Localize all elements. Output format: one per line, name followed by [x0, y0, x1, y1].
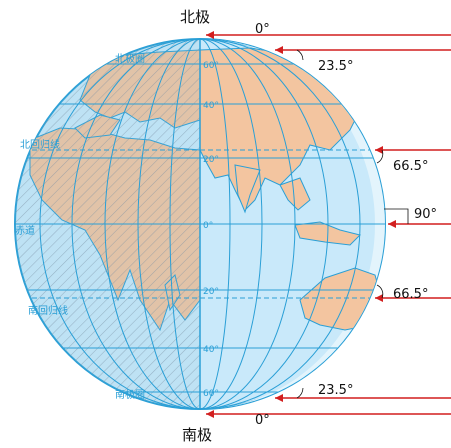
angle-bottom-zero: 0° — [255, 413, 270, 428]
land-southeast-asia — [279, 177, 311, 211]
lat-label-s60: 60° — [203, 389, 219, 399]
sun-ray-arrowheads — [206, 31, 396, 418]
angle-equator: 90° — [414, 207, 437, 222]
angle-south-circle: 66.5° — [393, 287, 428, 302]
north-tropic-label: 北回归线 — [20, 138, 60, 151]
special-circles — [15, 149, 385, 299]
longitude-lines — [39, 39, 361, 409]
angle-top-zero: 0° — [255, 22, 270, 37]
south-tropic-label: 南回归线 — [28, 304, 68, 317]
land-india — [234, 164, 261, 214]
lat-label-n40: 40° — [203, 101, 219, 111]
angle-arcs — [296, 49, 384, 399]
north-pole-label: 北极 — [180, 8, 211, 26]
lat-label-s40: 40° — [203, 345, 219, 355]
lat-label-equator: 0° — [203, 221, 213, 231]
angle-north-tropic: 23.5° — [318, 59, 353, 74]
angle-north-circle: 66.5° — [393, 159, 428, 174]
sun-rays — [206, 34, 451, 415]
arctic-circle-label: 北极圈 — [115, 52, 145, 65]
equator-label: 赤道 — [15, 224, 35, 237]
right-angle-bracket — [384, 208, 409, 224]
lat-label-n60: 60° — [203, 61, 219, 71]
lat-label-n20: 20° — [203, 155, 219, 165]
antarctic-circle-label: 南极圈 — [115, 388, 145, 401]
lat-label-s20: 20° — [203, 287, 219, 297]
angle-south-tropic: 23.5° — [318, 383, 353, 398]
south-pole-label: 南极 — [182, 426, 213, 444]
